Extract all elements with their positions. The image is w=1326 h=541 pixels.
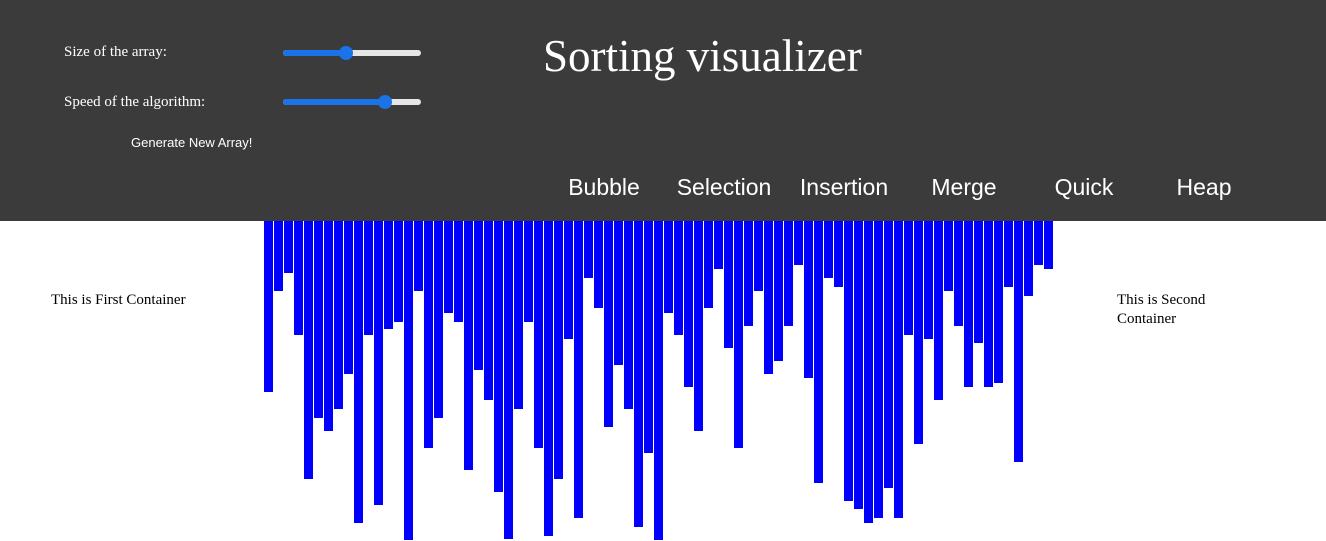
array-bar bbox=[404, 221, 413, 540]
array-bar bbox=[864, 221, 873, 523]
array-bar bbox=[314, 221, 323, 418]
array-bar bbox=[994, 221, 1003, 383]
array-bar bbox=[984, 221, 993, 387]
array-bar bbox=[774, 221, 783, 361]
array-bar bbox=[584, 221, 593, 278]
array-bar bbox=[894, 221, 903, 518]
array-bar bbox=[764, 221, 773, 374]
array-bar bbox=[264, 221, 273, 392]
array-bar bbox=[1044, 221, 1053, 269]
array-bar bbox=[444, 221, 453, 313]
array-bar bbox=[564, 221, 573, 339]
array-bar bbox=[884, 221, 893, 488]
speed-label: Speed of the algorithm: bbox=[64, 94, 206, 110]
array-bar bbox=[874, 221, 883, 518]
array-bar bbox=[394, 221, 403, 322]
array-bar bbox=[824, 221, 833, 278]
array-bar bbox=[804, 221, 813, 378]
array-bar bbox=[544, 221, 553, 536]
array-bar bbox=[934, 221, 943, 400]
array-bar bbox=[664, 221, 673, 313]
speed-slider[interactable] bbox=[283, 95, 421, 109]
array-bar bbox=[814, 221, 823, 483]
array-bar bbox=[274, 221, 283, 291]
insertion-sort-button[interactable]: Insertion bbox=[799, 174, 889, 200]
array-bar bbox=[414, 221, 423, 291]
page-title: Sorting visualizer bbox=[543, 31, 862, 81]
array-bar bbox=[644, 221, 653, 453]
array-bar bbox=[464, 221, 473, 470]
array-size-slider[interactable] bbox=[283, 46, 421, 60]
merge-sort-button[interactable]: Merge bbox=[931, 174, 997, 200]
array-bars-container bbox=[264, 221, 1064, 541]
second-container-text: This is Second Container bbox=[1117, 292, 1206, 327]
array-bar bbox=[964, 221, 973, 387]
array-bar bbox=[654, 221, 663, 540]
array-bar bbox=[384, 221, 393, 329]
array-bar bbox=[844, 221, 853, 501]
array-bar bbox=[514, 221, 523, 409]
array-bar bbox=[684, 221, 693, 387]
array-bar bbox=[954, 221, 963, 326]
heap-sort-button[interactable]: Heap bbox=[1176, 174, 1232, 200]
array-bar bbox=[554, 221, 563, 479]
first-container-text: This is First Container bbox=[51, 292, 186, 308]
array-size-slider-thumb[interactable] bbox=[339, 46, 354, 60]
array-bar bbox=[924, 221, 933, 339]
array-bar bbox=[334, 221, 343, 409]
speed-slider-fill bbox=[283, 99, 386, 105]
array-bar bbox=[904, 221, 913, 335]
array-bar bbox=[794, 221, 803, 265]
array-bar bbox=[734, 221, 743, 448]
array-bar bbox=[614, 221, 623, 365]
array-bar bbox=[1014, 221, 1023, 462]
array-bar bbox=[1024, 221, 1033, 296]
array-size-slider-fill bbox=[283, 50, 347, 56]
array-bar bbox=[834, 221, 843, 287]
array-bar bbox=[504, 221, 513, 539]
quick-sort-button[interactable]: Quick bbox=[1054, 174, 1114, 200]
array-bar bbox=[594, 221, 603, 308]
array-bar bbox=[784, 221, 793, 326]
array-bar bbox=[304, 221, 313, 479]
array-bar bbox=[724, 221, 733, 348]
array-bar bbox=[474, 221, 483, 370]
array-bar bbox=[434, 221, 443, 418]
array-bar bbox=[354, 221, 363, 523]
array-bar bbox=[754, 221, 763, 291]
array-bar bbox=[344, 221, 353, 374]
array-bar bbox=[1004, 221, 1013, 287]
array-bar bbox=[574, 221, 583, 518]
array-bar bbox=[714, 221, 723, 269]
bubble-sort-button[interactable]: Bubble bbox=[568, 174, 640, 200]
array-bar bbox=[1034, 221, 1043, 265]
array-size-label: Size of the array: bbox=[64, 44, 167, 60]
array-bar bbox=[634, 221, 643, 527]
array-bar bbox=[524, 221, 533, 322]
array-bar bbox=[944, 221, 953, 291]
speed-slider-thumb[interactable] bbox=[378, 95, 393, 109]
array-bar bbox=[624, 221, 633, 409]
array-bar bbox=[374, 221, 383, 505]
array-bar bbox=[694, 221, 703, 431]
array-bar bbox=[454, 221, 463, 322]
selection-sort-button[interactable]: Selection bbox=[676, 174, 772, 200]
array-bar bbox=[704, 221, 713, 308]
array-bar bbox=[534, 221, 543, 448]
header-bar: Size of the array: Speed of the algorith… bbox=[0, 0, 1326, 221]
array-bar bbox=[494, 221, 503, 492]
array-bar bbox=[484, 221, 493, 400]
array-bar bbox=[424, 221, 433, 448]
array-bar bbox=[284, 221, 293, 273]
array-bar bbox=[744, 221, 753, 326]
array-bar bbox=[294, 221, 303, 335]
generate-array-button[interactable]: Generate New Array! bbox=[131, 135, 253, 150]
array-bar bbox=[604, 221, 613, 427]
array-bar bbox=[674, 221, 683, 335]
array-bar bbox=[914, 221, 923, 444]
array-bar bbox=[324, 221, 333, 431]
array-bar bbox=[854, 221, 863, 509]
array-bar bbox=[974, 221, 983, 343]
array-bar bbox=[364, 221, 373, 335]
